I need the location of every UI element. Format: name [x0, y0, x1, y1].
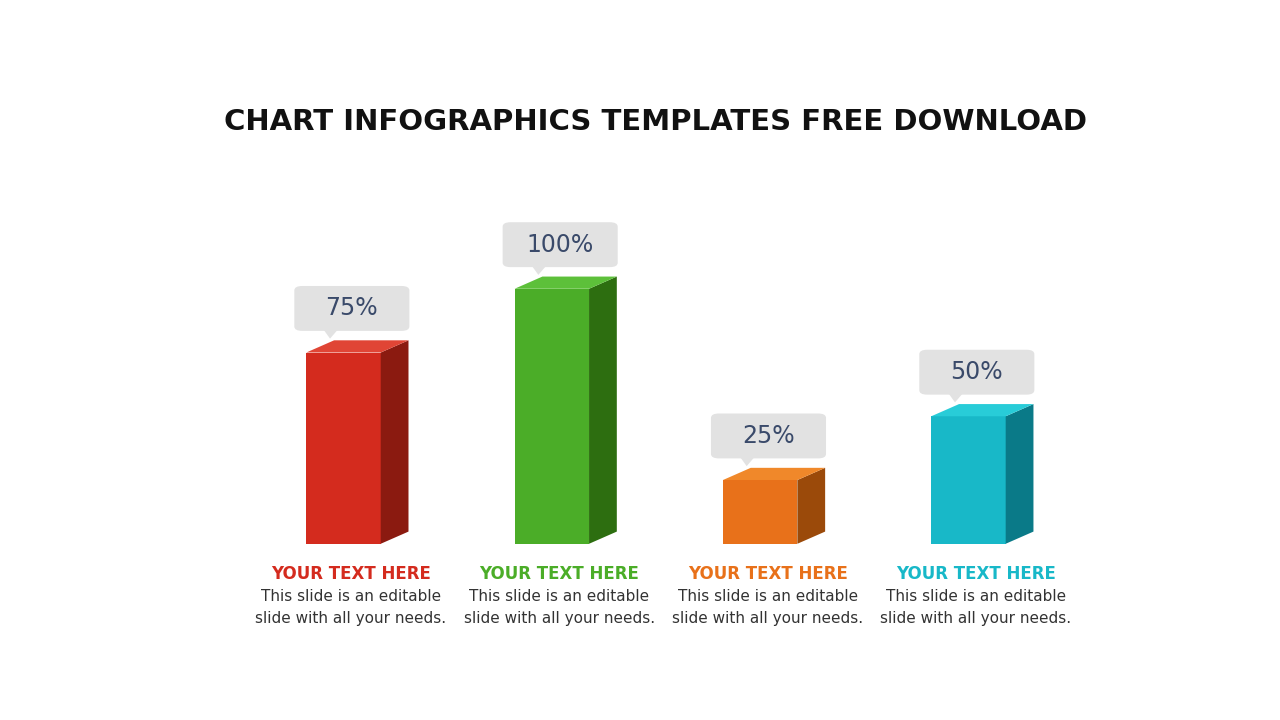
Polygon shape [306, 341, 408, 353]
Text: YOUR TEXT HERE: YOUR TEXT HERE [271, 565, 431, 583]
Text: CHART INFOGRAPHICS TEMPLATES FREE DOWNLOAD: CHART INFOGRAPHICS TEMPLATES FREE DOWNLO… [224, 109, 1088, 136]
Text: YOUR TEXT HERE: YOUR TEXT HERE [479, 565, 639, 583]
Polygon shape [797, 468, 826, 544]
Text: This slide is an editable
slide with all your needs.: This slide is an editable slide with all… [463, 589, 655, 626]
Polygon shape [589, 276, 617, 544]
Text: YOUR TEXT HERE: YOUR TEXT HERE [687, 565, 847, 583]
Text: 100%: 100% [526, 233, 594, 257]
Polygon shape [737, 452, 759, 466]
Text: 25%: 25% [742, 424, 795, 448]
Polygon shape [723, 468, 826, 480]
Polygon shape [945, 389, 966, 402]
Polygon shape [515, 289, 589, 544]
Text: 50%: 50% [951, 360, 1004, 384]
Text: This slide is an editable
slide with all your needs.: This slide is an editable slide with all… [672, 589, 863, 626]
FancyBboxPatch shape [710, 413, 826, 459]
Polygon shape [529, 261, 550, 275]
Polygon shape [1006, 404, 1033, 544]
Text: 75%: 75% [325, 297, 378, 320]
Polygon shape [306, 353, 380, 544]
FancyBboxPatch shape [294, 286, 410, 331]
Polygon shape [932, 404, 1033, 416]
Polygon shape [932, 416, 1006, 544]
Polygon shape [723, 480, 797, 544]
Polygon shape [380, 341, 408, 544]
FancyBboxPatch shape [919, 350, 1034, 395]
Polygon shape [320, 325, 342, 338]
Text: This slide is an editable
slide with all your needs.: This slide is an editable slide with all… [881, 589, 1071, 626]
Polygon shape [515, 276, 617, 289]
Text: YOUR TEXT HERE: YOUR TEXT HERE [896, 565, 1056, 583]
Text: This slide is an editable
slide with all your needs.: This slide is an editable slide with all… [256, 589, 447, 626]
FancyBboxPatch shape [503, 222, 618, 267]
